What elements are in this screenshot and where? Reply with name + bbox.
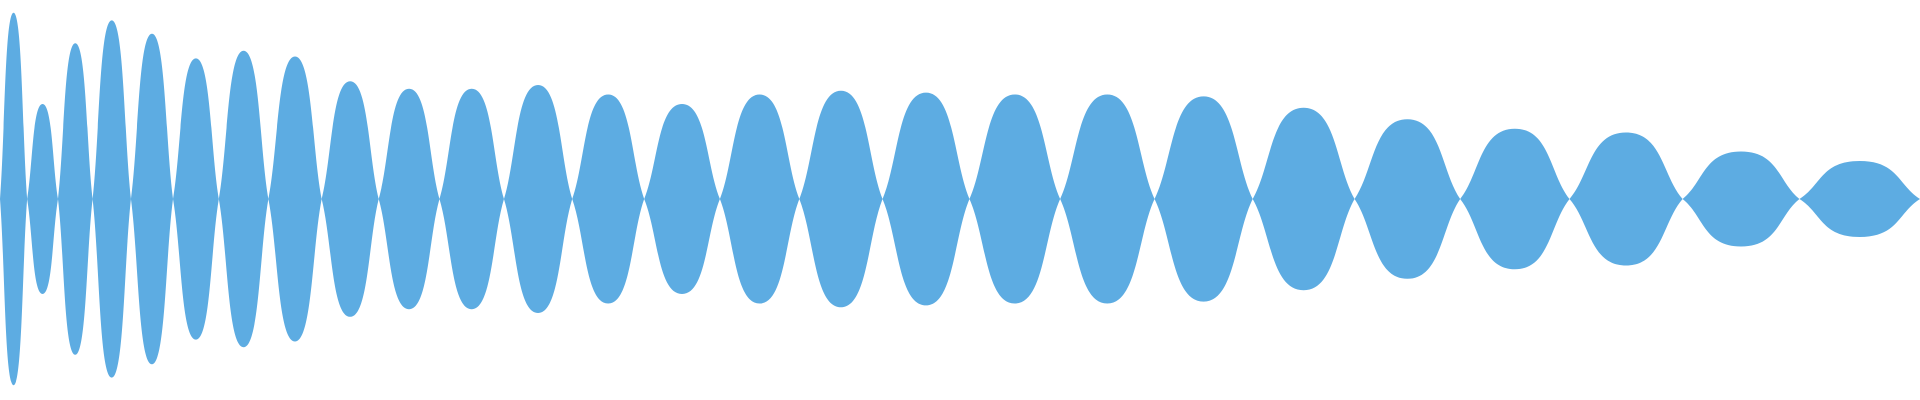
waveform-lobe-11	[439, 88, 504, 310]
waveform-lobe-7	[218, 50, 269, 348]
waveform-lobe-26	[1799, 161, 1920, 237]
waveform-lobe-8	[268, 56, 322, 342]
waveform-lobe-10	[378, 88, 440, 310]
waveform-lobe-20	[1154, 96, 1253, 302]
waveform-lobe-18	[969, 94, 1061, 304]
waveform-lobe-12	[503, 85, 573, 313]
waveform-lobe-3	[57, 43, 93, 355]
waveform-lobe-1	[0, 12, 28, 386]
waveform-lobe-17	[882, 92, 970, 306]
waveform-lobe-14	[644, 104, 720, 294]
waveform-lobe-9	[321, 81, 379, 317]
waveform-lobe-19	[1060, 94, 1155, 304]
waveform-lobe-6	[173, 58, 219, 340]
waveform-lobe-2	[27, 104, 58, 294]
waveform-lobe-24	[1569, 132, 1683, 266]
waveform-lobe-15	[719, 94, 800, 304]
waveform-lobe-23	[1460, 128, 1570, 270]
waveform-lobe-13	[572, 94, 645, 304]
waveform-lobe-16	[799, 90, 883, 308]
waveform-lobes	[0, 12, 1920, 386]
waveform-lobe-5	[130, 33, 174, 365]
waveform-lobe-4	[92, 20, 131, 378]
waveform-lobe-22	[1354, 119, 1461, 279]
waveform-lobe-21	[1252, 107, 1355, 291]
waveform-lobe-25	[1682, 151, 1800, 247]
